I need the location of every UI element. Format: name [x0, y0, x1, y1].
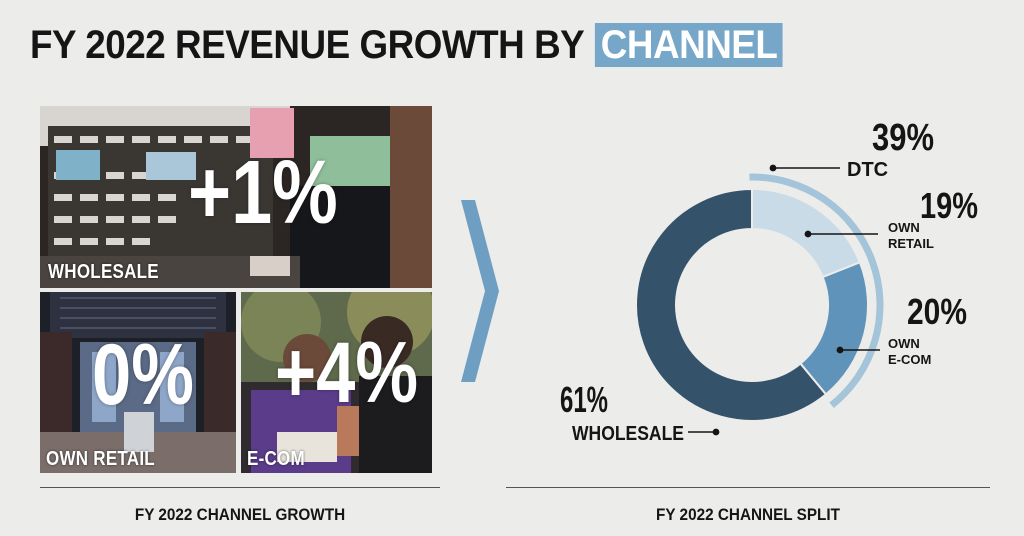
own-retail-share-value: 19%	[920, 185, 978, 226]
wholesale-label: WHOLESALE	[48, 261, 159, 283]
wholesale-growth-value: +1%	[188, 143, 338, 243]
chevron-right-icon	[461, 200, 499, 382]
donut-slice-own-e-com	[799, 260, 869, 396]
own-ecom-share-label-line2: E-COM	[888, 352, 931, 367]
dtc-value: 39%	[872, 117, 934, 159]
left-caption: FY 2022 CHANNEL GROWTH	[134, 505, 346, 524]
own-retail-share-label-line1: OWN	[888, 220, 920, 235]
own-retail-photo-panel: 0% OWN RETAIL	[40, 292, 236, 473]
dtc-bracket-arc	[749, 173, 884, 408]
right-caption: FY 2022 CHANNEL SPLIT	[656, 505, 840, 524]
own-retail-growth-value: 0%	[92, 327, 194, 423]
donut-slice-wholesale	[635, 187, 828, 422]
own-retail-share-label-line2: RETAIL	[888, 236, 934, 251]
ecom-people-image	[241, 292, 432, 473]
ecom-growth-value: +4%	[275, 325, 419, 421]
donut-slice-own-retail	[751, 187, 862, 279]
wholesale-share-value: 61%	[560, 379, 608, 420]
title-main: FY 2022 REVENUE GROWTH BY	[30, 23, 594, 67]
callout-lines	[688, 164, 880, 436]
wholesale-store-image	[40, 106, 432, 288]
right-caption-rule	[506, 487, 990, 488]
own-retail-store-image	[40, 292, 236, 473]
dtc-label: DTC	[847, 159, 888, 181]
wholesale-share-label: WHOLESALE	[572, 423, 684, 445]
title-highlight: CHANNEL	[595, 23, 783, 67]
wholesale-photo-panel: +1% WHOLESALE	[40, 106, 432, 288]
ecom-label: E-COM	[247, 448, 305, 470]
own-retail-label: OWN RETAIL	[46, 448, 155, 470]
own-ecom-share-label-line1: OWN	[888, 336, 920, 351]
page-title: FY 2022 REVENUE GROWTH BY CHANNEL	[30, 22, 783, 68]
left-caption-rule	[40, 487, 440, 488]
own-ecom-share-value: 20%	[907, 291, 967, 332]
ecom-photo-panel: +4% E-COM	[241, 292, 432, 473]
